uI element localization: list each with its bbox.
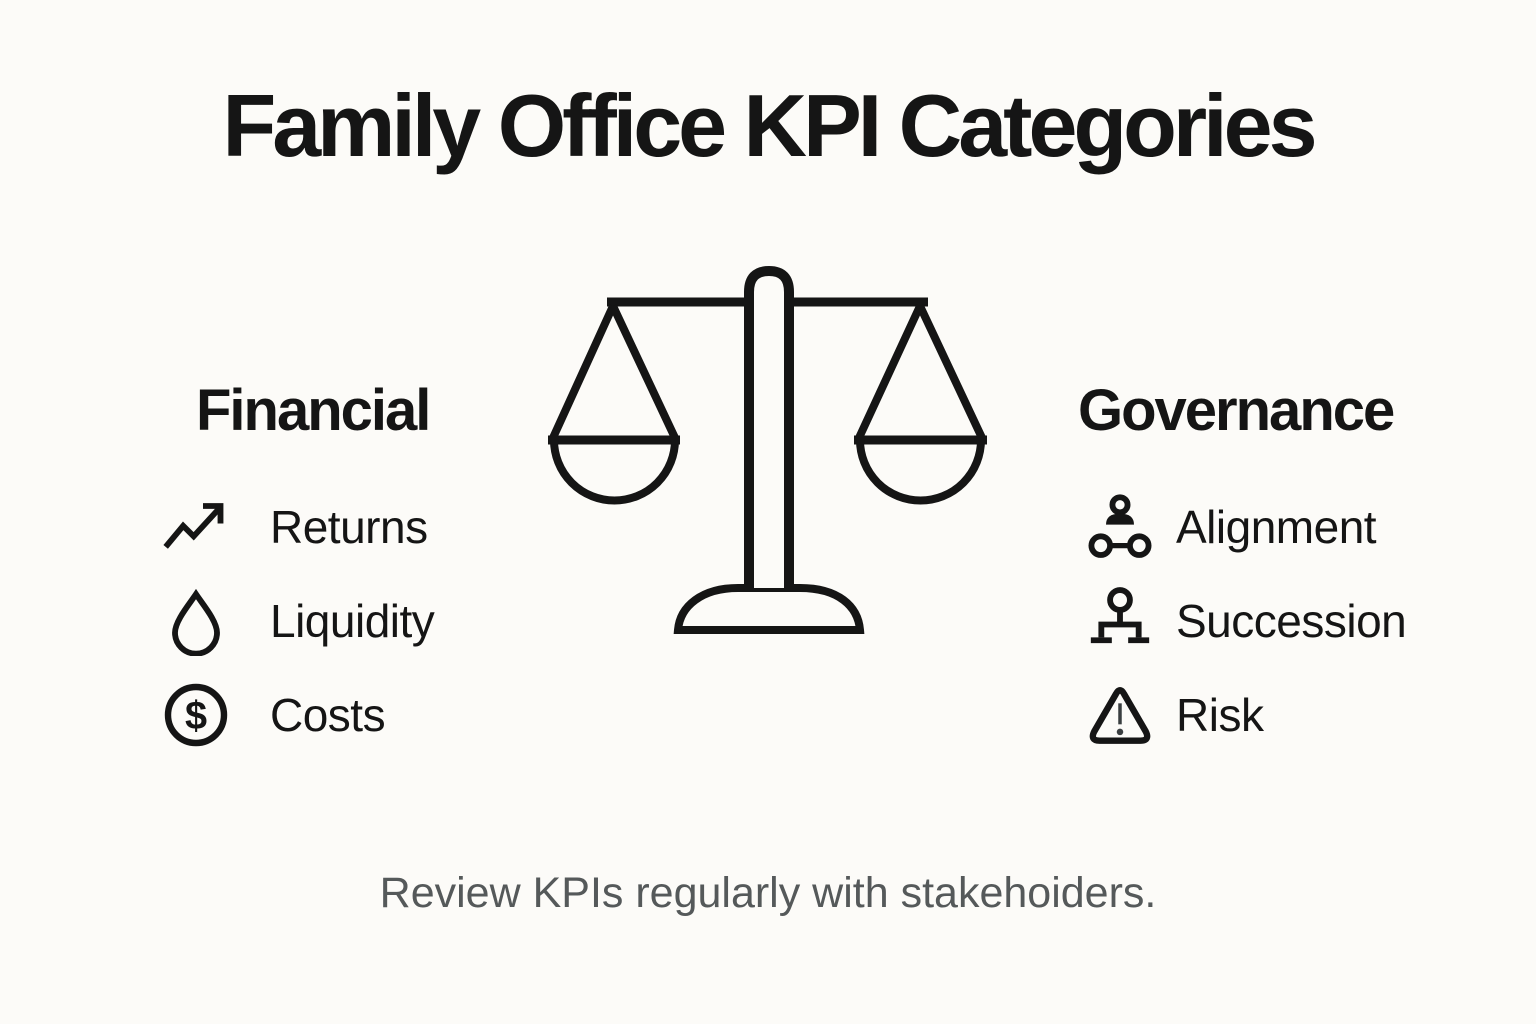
item-label: Returns xyxy=(270,501,428,553)
list-item-alignment: Alignment xyxy=(1084,480,1406,574)
item-label: Risk xyxy=(1176,689,1264,741)
governance-list: Alignment Succession xyxy=(1084,480,1407,762)
svg-text:$: $ xyxy=(185,694,207,738)
item-label: Alignment xyxy=(1176,501,1377,553)
page-title: Family Office KPI Categories xyxy=(222,76,1317,175)
list-item-costs: $ Costs xyxy=(160,668,434,762)
droplet-icon xyxy=(160,585,232,657)
list-item-risk: Risk xyxy=(1084,668,1406,762)
financial-list: Returns Liquidity $ Costs xyxy=(160,480,435,762)
balance-scale-graphic xyxy=(548,265,987,634)
item-label: Costs xyxy=(270,689,386,741)
list-item-returns: Returns xyxy=(160,480,434,574)
list-item-liquidity: Liquidity xyxy=(160,574,435,668)
warning-triangle-icon xyxy=(1084,679,1156,751)
dollar-circle-icon: $ xyxy=(160,679,232,751)
governance-heading: Governance xyxy=(1078,378,1395,443)
financial-heading: Financial xyxy=(196,378,431,443)
item-label: Liquidity xyxy=(270,595,435,647)
item-label: Succession xyxy=(1176,595,1407,647)
list-item-succession: Succession xyxy=(1084,574,1407,668)
person-network-icon xyxy=(1084,491,1156,563)
footer-note: Review KPIs regularly with stakehoiders. xyxy=(379,869,1157,917)
org-chart-icon xyxy=(1084,585,1156,657)
trending-up-icon xyxy=(160,491,232,563)
balance-scale-icon xyxy=(540,250,1000,650)
